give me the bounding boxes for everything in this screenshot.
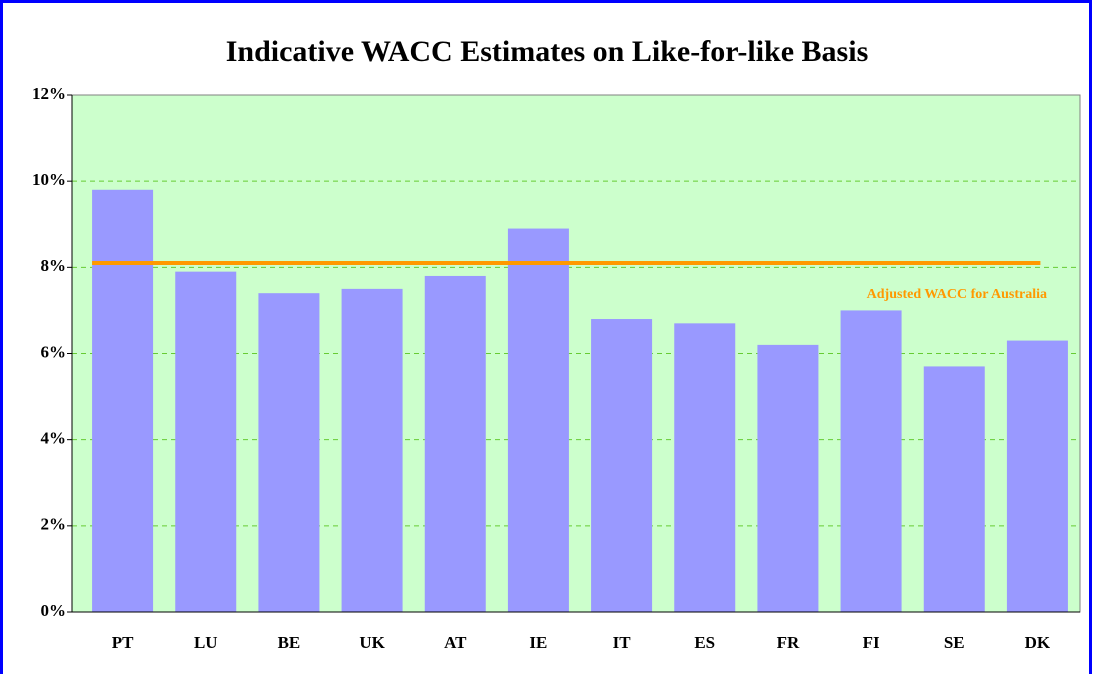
x-tick-label: AT — [444, 633, 467, 652]
y-tick-label: 2% — [41, 515, 67, 534]
bar — [258, 293, 320, 612]
x-tick-label: DK — [1025, 633, 1051, 652]
bar — [923, 366, 985, 612]
y-tick-label: 10% — [32, 170, 66, 189]
reference-label: Adjusted WACC for Australia — [867, 287, 1047, 302]
x-tick-label: FI — [863, 633, 880, 652]
y-tick-label: 12% — [32, 84, 66, 103]
bar — [507, 228, 569, 612]
bar — [757, 344, 819, 612]
bar — [674, 323, 736, 612]
x-tick-label: IE — [529, 633, 547, 652]
x-tick-label: SE — [944, 633, 965, 652]
x-tick-label: FR — [777, 633, 800, 652]
x-tick-label: IT — [613, 633, 632, 652]
x-tick-label: BE — [278, 633, 301, 652]
bar — [591, 319, 653, 612]
x-tick-label: UK — [359, 633, 385, 652]
bar — [175, 271, 237, 612]
y-tick-label: 0% — [41, 601, 67, 620]
bar — [341, 288, 403, 612]
bar — [840, 310, 902, 612]
x-tick-label: LU — [194, 633, 218, 652]
bar — [424, 275, 486, 612]
x-tick-label: PT — [112, 633, 134, 652]
y-tick-label: 8% — [41, 256, 67, 275]
y-tick-label: 4% — [41, 429, 67, 448]
chart-title: Indicative WACC Estimates on Like-for-li… — [226, 35, 869, 68]
bar — [1006, 340, 1068, 612]
y-tick-label: 6% — [41, 342, 67, 361]
x-tick-label: ES — [694, 633, 715, 652]
bar — [92, 189, 154, 613]
